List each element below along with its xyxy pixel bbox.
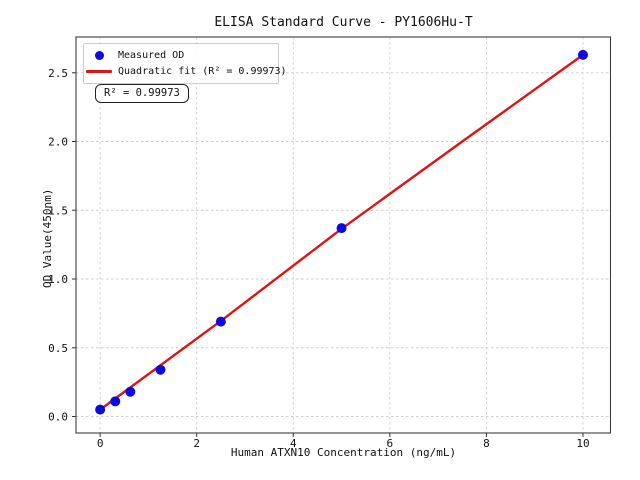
data-point bbox=[95, 404, 106, 415]
data-point bbox=[577, 49, 588, 60]
scatter-marker-icon bbox=[84, 50, 114, 60]
plot-frame bbox=[75, 36, 612, 434]
x-tick-label: 10 bbox=[576, 437, 589, 450]
legend-entry-measured-od: Measured OD bbox=[84, 47, 278, 63]
x-tick-label: 4 bbox=[290, 437, 297, 450]
x-axis-label: Human ATXN10 Concentration (ng/mL) bbox=[230, 446, 457, 459]
y-tick-label: 0.0 bbox=[48, 411, 68, 424]
data-point bbox=[215, 316, 226, 327]
y-axis-label: OD Value(450nm) bbox=[41, 188, 54, 288]
y-tick-label: 2.5 bbox=[48, 67, 68, 80]
data-point bbox=[336, 223, 347, 234]
data-point bbox=[155, 364, 166, 375]
data-point bbox=[110, 396, 121, 407]
legend: Measured OD Quadratic fit (R² = 0.99973) bbox=[83, 43, 287, 84]
legend-label: Quadratic fit (R² = 0.99973) bbox=[118, 65, 287, 77]
line-marker-icon bbox=[84, 69, 114, 73]
x-tick-label: 8 bbox=[483, 437, 490, 450]
x-tick-label: 2 bbox=[193, 437, 200, 450]
r-squared-annotation: R² = 0.99973 bbox=[95, 84, 189, 103]
legend-entry-quadratic-fit: Quadratic fit (R² = 0.99973) bbox=[84, 63, 287, 79]
y-tick-label: 2.0 bbox=[48, 136, 68, 149]
legend-label: Measured OD bbox=[118, 49, 185, 61]
x-tick-label: 0 bbox=[97, 437, 104, 450]
x-tick-label: 6 bbox=[387, 437, 394, 450]
y-tick-label: 1.5 bbox=[48, 204, 68, 217]
data-point bbox=[125, 386, 136, 397]
y-tick-label: 0.5 bbox=[48, 342, 68, 355]
y-tick-label: 1.0 bbox=[48, 273, 68, 286]
chart-title: ELISA Standard Curve - PY1606Hu-T bbox=[214, 15, 473, 30]
